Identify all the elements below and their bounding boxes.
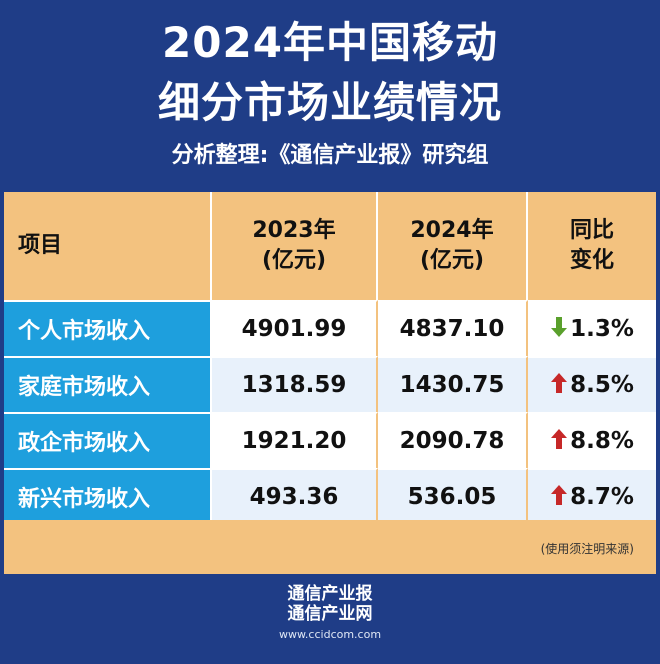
change-value: 8.7% (570, 484, 634, 510)
value-2024: 4837.10 (378, 300, 528, 356)
arrow-down-icon (551, 317, 568, 337)
column-header-2024-line1: 2024年 (410, 218, 494, 243)
value-2023: 493.36 (212, 468, 378, 524)
column-header-item: 项目 (4, 192, 212, 300)
subtitle: 分析整理:《通信产业报》研究组 (171, 143, 489, 168)
arrow-up-icon (551, 485, 568, 505)
change-cell: 1.3% (528, 300, 656, 356)
column-header-2023: 2023年 (亿元) (212, 192, 378, 300)
change-value: 8.8% (570, 428, 634, 454)
title-block: 2024年中国移动 细分市场业绩情况 分析整理:《通信产业报》研究组 (0, 0, 660, 192)
brand-name-2: 通信产业网 (287, 604, 373, 624)
row-category: 家庭市场收入 (4, 356, 212, 412)
table-row: 政企市场收入 1921.20 2090.78 8.8% (4, 412, 656, 468)
change-cell: 8.5% (528, 356, 656, 412)
row-category: 政企市场收入 (4, 412, 212, 468)
value-2024: 2090.78 (378, 412, 528, 468)
value-2023: 4901.99 (212, 300, 378, 356)
row-category: 个人市场收入 (4, 300, 212, 356)
column-header-2024-line2: (亿元) (419, 248, 485, 273)
arrow-up-icon (551, 373, 568, 393)
source-note: (使用须注明来源) (4, 520, 656, 574)
column-header-2023-line1: 2023年 (252, 218, 336, 243)
value-2023: 1318.59 (212, 356, 378, 412)
title-line-1: 2024年中国移动 (162, 18, 498, 67)
source-note-text: (使用须注明来源) (540, 542, 634, 556)
brand-name-1: 通信产业报 (287, 584, 373, 604)
column-header-change-line2: 变化 (569, 248, 614, 273)
value-2023: 1921.20 (212, 412, 378, 468)
table-row: 家庭市场收入 1318.59 1430.75 8.5% (4, 356, 656, 412)
arrow-up-icon (551, 429, 568, 449)
footer-brand: 通信产业报 通信产业网 www.ccidcom.com (0, 574, 660, 664)
column-header-change: 同比 变化 (528, 192, 656, 300)
column-header-2024: 2024年 (亿元) (378, 192, 528, 300)
table-row: 个人市场收入 4901.99 4837.10 1.3% (4, 300, 656, 356)
row-category: 新兴市场收入 (4, 468, 212, 524)
change-value: 1.3% (570, 316, 634, 342)
table-row: 新兴市场收入 493.36 536.05 8.7% (4, 468, 656, 524)
column-header-item-label: 项目 (18, 233, 63, 258)
change-cell: 8.7% (528, 468, 656, 524)
change-cell: 8.8% (528, 412, 656, 468)
column-header-2023-line2: (亿元) (261, 248, 327, 273)
revenue-table: 项目 2023年 (亿元) 2024年 (亿元) 同比 变化 个人市场收入 (4, 192, 656, 524)
value-2024: 1430.75 (378, 356, 528, 412)
value-2024: 536.05 (378, 468, 528, 524)
column-header-change-line1: 同比 (569, 218, 614, 243)
title-line-2: 细分市场业绩情况 (157, 78, 502, 127)
website-url: www.ccidcom.com (278, 628, 382, 641)
change-value: 8.5% (570, 372, 634, 398)
